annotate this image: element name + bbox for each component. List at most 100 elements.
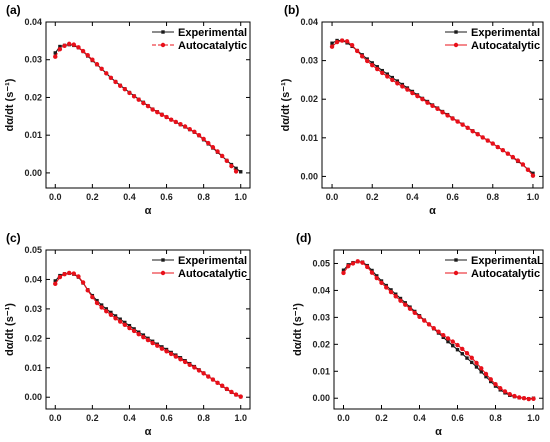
- data-point-autocatalytic: [341, 270, 346, 276]
- data-point-autocatalytic: [215, 380, 220, 385]
- data-point-autocatalytic: [71, 271, 77, 276]
- data-point-autocatalytic: [526, 396, 531, 402]
- x-tick-label: 0.6: [160, 413, 173, 423]
- data-point-autocatalytic: [510, 154, 516, 160]
- data-point-autocatalytic: [359, 54, 365, 59]
- x-tick-label: 0.6: [160, 192, 173, 202]
- series-line-autocatalytic: [331, 39, 534, 176]
- legend-entry: Autocatalytic: [471, 268, 540, 280]
- x-tick-label: 0.0: [326, 192, 339, 202]
- data-point-autocatalytic: [495, 144, 500, 150]
- data-point-autocatalytic: [329, 44, 335, 49]
- x-tick-label: 0.4: [406, 192, 419, 202]
- data-point-autocatalytic: [182, 359, 188, 365]
- data-point-autocatalytic: [379, 280, 384, 286]
- data-point-autocatalytic: [334, 39, 340, 45]
- data-point-autocatalytic: [370, 63, 375, 68]
- y-tick-label: 0.00: [24, 168, 42, 178]
- y-tick-label: 0.01: [24, 363, 42, 373]
- data-point-autocatalytic: [365, 58, 370, 64]
- data-point-autocatalytic: [122, 86, 128, 92]
- x-tick-label: 0.8: [489, 413, 502, 423]
- x-tick-label: 0.8: [197, 192, 210, 202]
- data-point-autocatalytic: [206, 140, 211, 146]
- data-point-autocatalytic: [490, 141, 495, 146]
- panel-label: (b): [284, 3, 299, 17]
- data-point-autocatalytic: [344, 39, 350, 44]
- x-tick-label: 0.2: [366, 192, 379, 202]
- data-point-experimental: [118, 317, 122, 321]
- data-point-autocatalytic: [136, 332, 141, 337]
- data-point-autocatalytic: [422, 318, 427, 323]
- data-point-autocatalytic: [395, 81, 400, 86]
- x-tick-label: 0.2: [86, 413, 99, 423]
- data-point-autocatalytic: [512, 393, 517, 399]
- data-point-autocatalytic: [94, 62, 100, 67]
- data-point-autocatalytic: [206, 374, 211, 379]
- x-tick-label: 1.0: [527, 413, 540, 423]
- data-point-autocatalytic: [488, 377, 493, 382]
- data-point-autocatalytic: [479, 366, 484, 371]
- x-tick-label: 0.4: [123, 192, 136, 202]
- y-tick-label: 0.03: [24, 55, 42, 65]
- y-axis-label: dα/dt (s⁻¹): [4, 303, 16, 356]
- data-point-autocatalytic: [425, 100, 430, 105]
- legend-marker-experimental: [161, 30, 165, 34]
- x-tick-label: 0.2: [86, 192, 99, 202]
- x-axis-label: α: [145, 426, 152, 438]
- data-point-autocatalytic: [85, 53, 90, 58]
- data-point-autocatalytic: [80, 280, 86, 285]
- data-point-autocatalytic: [196, 368, 202, 373]
- data-point-autocatalytic: [117, 83, 123, 88]
- legend-marker-experimental: [454, 30, 458, 34]
- data-point-autocatalytic: [66, 41, 72, 47]
- data-point-autocatalytic: [168, 351, 174, 357]
- data-point-autocatalytic: [460, 122, 465, 127]
- data-point-autocatalytic: [530, 173, 536, 178]
- y-tick-label: 0.05: [24, 245, 42, 255]
- data-point-autocatalytic: [460, 346, 465, 352]
- y-tick-label: 0.00: [312, 393, 330, 403]
- y-tick-label: 0.02: [24, 333, 42, 343]
- data-point-autocatalytic: [141, 334, 146, 340]
- data-point-experimental: [99, 303, 104, 307]
- data-point-experimental: [113, 314, 118, 318]
- x-tick-label: 1.0: [527, 192, 540, 202]
- legend-entry: Experimental: [178, 255, 247, 267]
- data-point-autocatalytic: [355, 259, 360, 264]
- data-point-autocatalytic: [384, 285, 389, 290]
- data-point-autocatalytic: [410, 90, 415, 96]
- panel-label: (d): [296, 231, 311, 245]
- data-point-autocatalytic: [470, 129, 475, 134]
- data-point-autocatalytic: [192, 129, 197, 134]
- data-point-autocatalytic: [90, 294, 95, 300]
- y-axis-label: dα/dt (s⁻¹): [280, 78, 292, 131]
- data-point-autocatalytic: [131, 94, 137, 99]
- plot-frame: [333, 249, 544, 410]
- data-point-autocatalytic: [415, 93, 420, 99]
- x-tick-label: 0.6: [451, 413, 464, 423]
- y-tick-label: 0.03: [300, 56, 318, 66]
- data-point-autocatalytic: [210, 145, 216, 150]
- data-point-autocatalytic: [182, 124, 188, 129]
- data-point-experimental: [531, 171, 535, 176]
- data-point-experimental: [370, 61, 374, 65]
- data-point-autocatalytic: [407, 306, 413, 311]
- data-point-autocatalytic: [76, 274, 81, 279]
- data-point-autocatalytic: [127, 325, 132, 331]
- data-point-experimental: [95, 298, 99, 303]
- data-point-autocatalytic: [430, 103, 435, 108]
- data-point-autocatalytic: [475, 132, 480, 137]
- data-point-autocatalytic: [431, 325, 436, 331]
- data-point-autocatalytic: [440, 110, 445, 115]
- data-point-autocatalytic: [150, 340, 155, 346]
- data-point-experimental: [239, 170, 243, 174]
- data-point-autocatalytic: [520, 162, 526, 167]
- data-point-experimental: [465, 356, 469, 360]
- data-point-experimental: [474, 365, 479, 369]
- data-point-experimental: [451, 343, 455, 348]
- data-point-autocatalytic: [505, 151, 511, 156]
- data-point-autocatalytic: [365, 264, 370, 270]
- data-point-autocatalytic: [113, 316, 118, 321]
- legend-entry: Autocatalytic: [178, 40, 247, 52]
